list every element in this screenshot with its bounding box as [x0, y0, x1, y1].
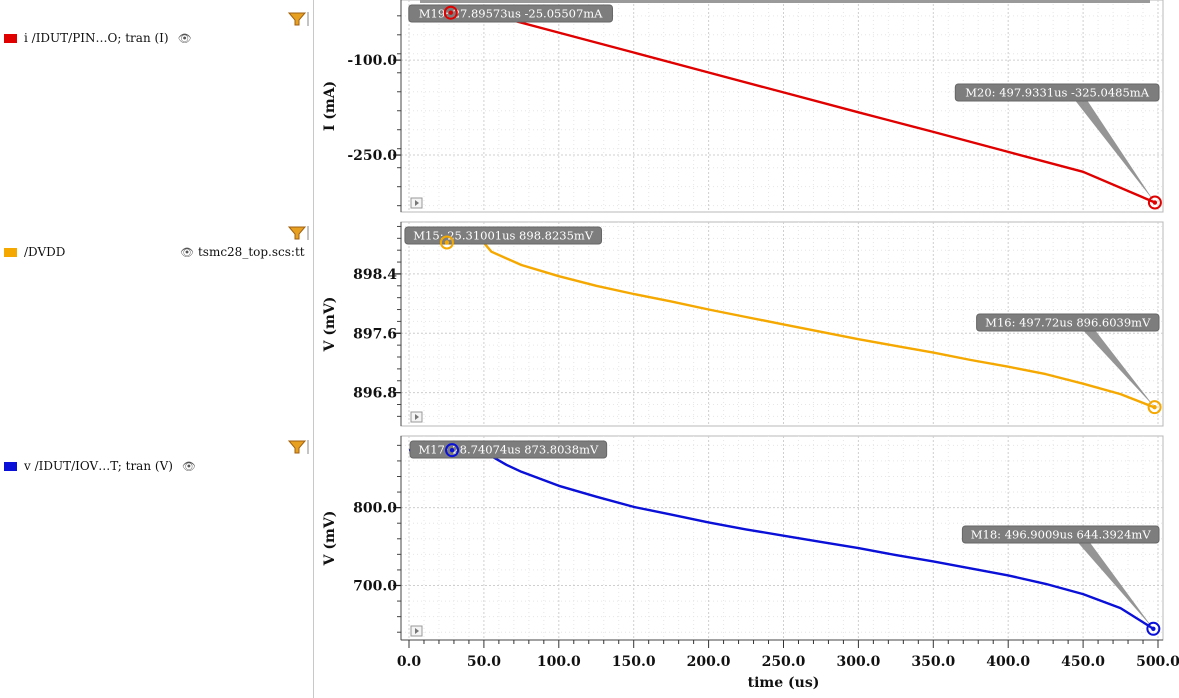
marker-ring[interactable]	[445, 443, 460, 458]
x-tick-label: 450.0	[1061, 654, 1105, 670]
series-line[interactable]	[409, 449, 1155, 630]
y-tick-label: 898.4	[353, 267, 397, 283]
y-axis-label: V (mV)	[322, 511, 338, 567]
marker-ring[interactable]	[443, 5, 458, 20]
legend-swatch-blue	[4, 461, 17, 471]
y-tick-label: 800.0	[353, 501, 397, 517]
y-axis-label: I (mA)	[322, 81, 338, 131]
eye-icon[interactable]: 👁	[180, 245, 194, 259]
x-tick-label: 400.0	[986, 654, 1030, 670]
marker-dot	[1152, 200, 1158, 205]
x-tick-label: 0.0	[397, 654, 422, 670]
marker-label-box[interactable]	[409, 440, 608, 459]
legend-source-label: tsmc28_top.scs:tt	[197, 245, 305, 259]
marker-dot	[449, 447, 455, 453]
y-tick-label: 896.8	[353, 386, 397, 402]
marker-dot	[444, 240, 450, 245]
legend-item-voltage[interactable]: v /IDUT/IOV…T; tran (V) 👁	[4, 458, 196, 474]
series-line[interactable]	[409, 241, 1156, 409]
y-tick-label: 897.6	[353, 326, 397, 342]
x-tick-label: 350.0	[911, 654, 955, 670]
legend-item-current[interactable]: i /IDUT/PIN…O; tran (I) 👁	[4, 30, 192, 46]
legend-label: i /IDUT/PIN…O; tran (I)	[24, 31, 169, 45]
top-marker-strip	[420, 0, 1150, 3]
legend-label: /DVDD	[24, 245, 66, 259]
marker-label-box[interactable]	[961, 525, 1160, 544]
marker-ring[interactable]	[1147, 195, 1162, 210]
filter-icon[interactable]	[287, 439, 311, 459]
marker-label: M19: 27.89573us -25.05507mA	[419, 7, 603, 21]
legend-item-dvdd[interactable]: /DVDD	[4, 244, 65, 260]
marker-label: M16: 497.72us 896.6039mV	[985, 316, 1151, 330]
legend-swatch-orange	[4, 247, 17, 257]
filter-icon[interactable]	[287, 11, 311, 31]
eye-icon[interactable]: 👁	[181, 459, 196, 473]
x-tick-label: 500.0	[1136, 654, 1179, 670]
marker-label-box[interactable]	[976, 313, 1160, 332]
x-tick-label: 300.0	[836, 654, 880, 670]
marker-ring[interactable]	[1147, 400, 1162, 415]
x-tick-label: 200.0	[687, 654, 731, 670]
marker-dot	[448, 10, 453, 15]
eye-icon[interactable]: 👁	[177, 31, 192, 45]
y-tick-label: -100.0	[347, 53, 397, 69]
x-tick-label: 150.0	[612, 654, 656, 670]
play-icon	[415, 628, 419, 634]
x-tick-label: 100.0	[537, 654, 581, 670]
x-axis-label: time (us)	[748, 675, 820, 691]
marker-callout	[1078, 543, 1154, 629]
play-icon	[415, 200, 419, 206]
marker-dot	[1151, 626, 1156, 631]
legend-panel: i /IDUT/PIN…O; tran (I) 👁 /DVDD 👁 tsmc28…	[0, 0, 314, 698]
y-tick-label: -250.0	[347, 148, 397, 164]
y-axis-label: V (mV)	[322, 297, 338, 353]
marker-label: M18: 496.9009us 644.3924mV	[971, 528, 1152, 542]
marker-callout	[1075, 101, 1155, 203]
marker-ring[interactable]	[1146, 621, 1161, 636]
marker-label: M15: 25.31001us 898.8235mV	[413, 229, 594, 243]
plot-area	[400, 0, 1164, 213]
legend-label: v /IDUT/IOV…T; tran (V)	[24, 459, 173, 473]
legend-source: 👁 tsmc28_top.scs:tt	[180, 244, 305, 260]
marker-callout	[1083, 331, 1155, 408]
marker-label: M17: 28.74074us 873.8038mV	[418, 443, 599, 457]
marker-ring[interactable]	[439, 235, 454, 250]
marker-label-box[interactable]	[408, 4, 613, 23]
series-line[interactable]	[409, 11, 1156, 204]
marker-label-box[interactable]	[404, 226, 603, 245]
x-tick-label: 50.0	[467, 654, 501, 670]
marker-dot	[1152, 404, 1157, 410]
filter-icon[interactable]	[287, 225, 311, 245]
y-tick-label: 700.0	[353, 578, 397, 594]
x-tick-label: 250.0	[762, 654, 806, 670]
marker-label-box[interactable]	[954, 83, 1160, 102]
play-icon	[415, 414, 419, 420]
legend-swatch-red	[4, 33, 17, 43]
marker-label: M20: 497.9331us -325.0485mA	[965, 86, 1149, 100]
